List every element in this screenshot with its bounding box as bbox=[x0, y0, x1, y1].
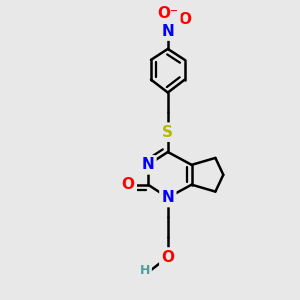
Text: H: H bbox=[140, 264, 150, 278]
Text: N: N bbox=[161, 190, 174, 205]
Text: S: S bbox=[162, 125, 173, 140]
Text: N: N bbox=[161, 24, 174, 39]
Text: O: O bbox=[178, 12, 191, 27]
Text: O: O bbox=[161, 250, 174, 265]
Text: N: N bbox=[142, 158, 154, 172]
Text: O: O bbox=[122, 177, 135, 192]
Text: O⁻: O⁻ bbox=[157, 6, 178, 21]
